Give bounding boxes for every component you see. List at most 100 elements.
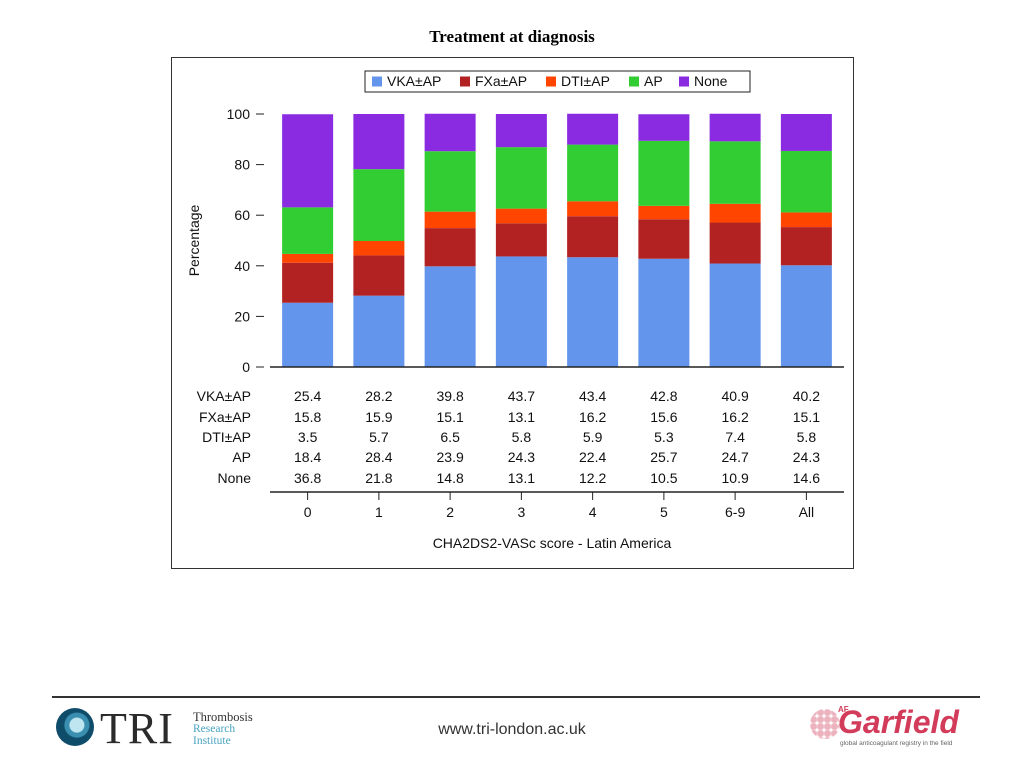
legend-label-1: FXa±AP xyxy=(475,73,527,89)
table-row-label-1: FXa±AP xyxy=(199,409,251,425)
legend-label-0: VKA±AP xyxy=(387,73,441,89)
bar-3-2 xyxy=(424,151,476,212)
table-value-0-2: 39.8 xyxy=(437,388,464,404)
bar-0-5 xyxy=(638,258,690,367)
table-value-2-4: 5.9 xyxy=(583,429,603,445)
table-value-3-0: 18.4 xyxy=(294,449,321,465)
table-value-0-4: 43.4 xyxy=(579,388,606,404)
bar-1-6 xyxy=(709,222,761,264)
x-tick-label-4: 4 xyxy=(589,504,597,520)
bar-1-2 xyxy=(424,228,476,267)
bar-4-6 xyxy=(709,113,761,142)
table-value-3-3: 24.3 xyxy=(508,449,535,465)
bar-0-7 xyxy=(780,265,832,367)
y-tick-label-3: 60 xyxy=(234,207,250,223)
bar-3-1 xyxy=(353,169,405,242)
table-value-2-5: 5.3 xyxy=(654,429,674,445)
bar-2-6 xyxy=(709,203,761,223)
bar-2-4 xyxy=(567,201,619,217)
table-value-2-0: 3.5 xyxy=(298,429,318,445)
table-value-2-2: 6.5 xyxy=(440,429,460,445)
bar-3-5 xyxy=(638,140,690,206)
bar-1-5 xyxy=(638,219,690,259)
bar-1-3 xyxy=(495,223,547,257)
tri-logo-subtitle: Thrombosis Research Institute xyxy=(193,711,253,747)
table-row-label-3: AP xyxy=(232,449,251,465)
bar-2-0 xyxy=(282,253,334,263)
garfield-logo-name: Garfield xyxy=(838,704,959,740)
table-value-1-1: 15.9 xyxy=(365,409,392,425)
tri-logo-mark: TRI xyxy=(100,704,174,753)
stacked-bar-chart: VKA±AP FXa±AP DTI±AP AP None020406080100Perc… xyxy=(186,70,844,551)
table-value-0-3: 43.7 xyxy=(508,388,535,404)
table-value-1-5: 15.6 xyxy=(650,409,677,425)
bar-3-3 xyxy=(495,147,547,209)
bar-2-5 xyxy=(638,205,690,220)
y-tick-label-4: 80 xyxy=(234,157,250,173)
table-value-1-2: 15.1 xyxy=(437,409,464,425)
y-axis-label: Percentage xyxy=(186,204,202,276)
x-tick-label-2: 2 xyxy=(446,504,454,520)
table-value-1-6: 16.2 xyxy=(722,409,749,425)
bar-0-1 xyxy=(353,295,405,367)
garfield-dots-icon xyxy=(810,709,840,739)
table-value-2-1: 5.7 xyxy=(369,429,389,445)
table-value-4-5: 10.5 xyxy=(650,470,677,486)
bar-2-1 xyxy=(353,241,405,256)
table-value-0-7: 40.2 xyxy=(793,388,820,404)
table-value-4-3: 13.1 xyxy=(508,470,535,486)
tri-logo-line2: Research xyxy=(193,723,236,735)
bar-0-6 xyxy=(709,263,761,367)
chart-frame: VKA±AP FXa±AP DTI±AP AP None 0 20 40 60 80 100 Perc… xyxy=(171,57,854,569)
table-value-0-1: 28.2 xyxy=(365,388,392,404)
legend-swatch-0 xyxy=(372,76,382,87)
x-tick-label-1: 1 xyxy=(375,504,383,520)
legend-swatch-4 xyxy=(679,76,689,87)
bar-2-3 xyxy=(495,208,547,224)
garfield-logo: AF Garfield global anticoagulant registr… xyxy=(810,703,980,751)
table-row-label-0: VKA±AP xyxy=(197,388,251,404)
bar-1-1 xyxy=(353,255,405,296)
x-tick-label-5: 5 xyxy=(660,504,668,520)
bar-4-7 xyxy=(780,114,832,151)
table-value-4-1: 21.8 xyxy=(365,470,392,486)
tri-logo: TRI Thrombosis Research Institute xyxy=(52,704,262,754)
table-value-3-5: 25.7 xyxy=(650,449,677,465)
table-value-2-6: 7.4 xyxy=(725,429,745,445)
table-value-0-6: 40.9 xyxy=(722,388,749,404)
table-value-4-2: 14.8 xyxy=(437,470,464,486)
table-value-3-1: 28.4 xyxy=(365,449,392,465)
table-value-0-5: 42.8 xyxy=(650,388,677,404)
y-tick-label-2: 40 xyxy=(234,258,250,274)
x-axis-label: CHA2DS2-VASc score - Latin America xyxy=(433,535,672,551)
table-value-4-0: 36.8 xyxy=(294,470,321,486)
bar-0-4 xyxy=(567,257,619,367)
table-row-label-2: DTI±AP xyxy=(202,429,251,445)
table-value-4-6: 10.9 xyxy=(722,470,749,486)
bar-4-1 xyxy=(353,114,405,170)
bar-4-3 xyxy=(495,114,547,148)
bar-4-5 xyxy=(638,114,690,141)
y-tick-label-1: 20 xyxy=(234,308,250,324)
bar-2-7 xyxy=(780,212,832,228)
bar-0-3 xyxy=(495,256,547,367)
tri-ring-icon xyxy=(56,708,94,746)
bar-4-4 xyxy=(567,113,619,145)
legend-label-3: AP xyxy=(644,73,663,89)
legend-swatch-2 xyxy=(546,76,556,87)
table-value-1-0: 15.8 xyxy=(294,409,321,425)
legend-swatch-3 xyxy=(629,76,639,87)
garfield-logo-prefix: AF xyxy=(838,705,849,714)
bar-3-6 xyxy=(709,141,761,204)
legend-label-2: DTI±AP xyxy=(561,73,610,89)
table-value-3-6: 24.7 xyxy=(722,449,749,465)
table-value-1-4: 16.2 xyxy=(579,409,606,425)
x-tick-label-6: 6-9 xyxy=(725,504,745,520)
bar-0-2 xyxy=(424,266,476,367)
table-row-label-4: None xyxy=(218,470,252,486)
table-value-2-7: 5.8 xyxy=(797,429,817,445)
x-tick-label-7: All xyxy=(799,504,815,520)
page-title: Treatment at diagnosis xyxy=(429,27,595,46)
tri-logo-line3: Institute xyxy=(193,735,231,747)
table-value-3-4: 22.4 xyxy=(579,449,606,465)
